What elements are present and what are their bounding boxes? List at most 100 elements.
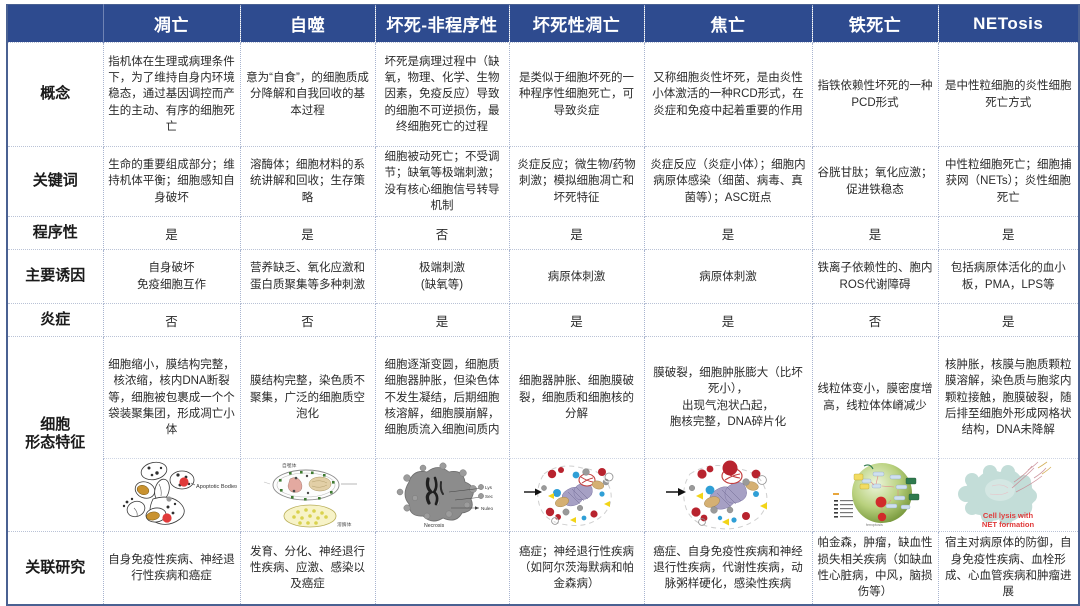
cell-morphology-necrosis: 细胞逐渐变圆，细胞质细胞器肿胀，但染色体不发生凝结，后期细胞核溶解，细胞膜崩解，…: [375, 336, 510, 460]
svg-text:Necrosis: Necrosis: [424, 523, 445, 529]
cell-inflammation-netosis: 是: [938, 303, 1079, 338]
cell-programmed-necrosis: 否: [375, 216, 510, 251]
cell-research-autophagy: 发育、分化、神经退行性疾病、应激、感染以及癌症: [240, 531, 376, 605]
cell-death-comparison-table: 凋亡 自噬 坏死-非程序性 坏死性凋亡 焦亡 铁死亡 NETosis 概念 指机…: [6, 4, 1080, 606]
cell-inducers-apoptosis: 自身破坏 免疫细胞互作: [103, 249, 241, 305]
cell-concept-apoptosis: 指机体在生理或病理条件下，为了维持自身内环境稳态，通过基因调控而产生的主动、有序…: [103, 42, 241, 147]
svg-text:溶酶体: 溶酶体: [337, 521, 352, 528]
cell-concept-autophagy: 意为“自食”，的细胞质成分降解和自我回收的基本过程: [240, 42, 376, 147]
svg-text:NET formation: NET formation: [982, 520, 1035, 529]
svg-text:Cell lysis with: Cell lysis with: [983, 511, 1034, 520]
cell-morphology-apoptosis: 细胞缩小，膜结构完整，核浓缩，核内DNA断裂等，细胞被包裹成一个个袋装聚集团，形…: [103, 336, 241, 460]
column-header-necrosis: 坏死-非程序性: [375, 4, 510, 43]
cell-research-apoptosis: 自身免疫性疾病、神经退行性疾病和癌症: [103, 531, 241, 605]
column-header-necroptosis: 坏死性凋亡: [509, 4, 645, 43]
cell-programmed-netosis: 是: [938, 216, 1079, 251]
cell-research-necroptosis: 癌症；神经退行性疾病（如阿尔茨海默病和帕金森病）: [509, 531, 645, 605]
table-row-morphology-figures: Apoptotic Bodies 自噬体: [7, 458, 1079, 533]
cell-concept-ferroptosis: 指铁依赖性坏死的一种PCD形式: [812, 42, 939, 147]
column-header-autophagy: 自噬: [240, 4, 376, 43]
autophagosome-diagram: 自噬体: [241, 460, 375, 531]
figure-cell-apoptosis: Apoptotic Bodies: [103, 458, 241, 533]
cell-keywords-necrosis: 细胞被动死亡；不受调节；缺氧等极端刺激；没有核心细胞信号转导机制: [375, 146, 510, 218]
cell-morphology-netosis: 核肿胀，核膜与胞质颗粒膜溶解，染色质与胞浆内颗粒接触，胞膜破裂，随后排至细胞外形…: [938, 336, 1079, 460]
cell-inflammation-necrosis: 是: [375, 303, 510, 338]
table-header: 凋亡 自噬 坏死-非程序性 坏死性凋亡 焦亡 铁死亡 NETosis: [7, 4, 1079, 43]
table-row-programmed: 程序性 是 是 否 是 是 是 是: [7, 216, 1079, 251]
cell-programmed-ferroptosis: 是: [812, 216, 939, 251]
svg-text:ferroptosis: ferroptosis: [866, 523, 883, 527]
cell-programmed-pyroptosis: 是: [644, 216, 813, 251]
cell-inducers-ferroptosis: 铁离子依赖性的、胞内ROS代谢障碍: [812, 249, 939, 305]
cell-inducers-necroptosis: 病原体刺激: [509, 249, 645, 305]
column-header-ferroptosis: 铁死亡: [812, 4, 939, 43]
row-label-related-research: 关联研究: [7, 531, 104, 605]
row-label-keywords: 关键词: [7, 146, 104, 218]
column-header-netosis: NETosis: [938, 4, 1079, 43]
figure-cell-pyroptosis: [644, 458, 813, 533]
ferroptosis-pathway-diagram: ferroptosis: [813, 460, 938, 531]
table-row-related-research: 关联研究 自身免疫性疾病、神经退行性疾病和癌症 发育、分化、神经退行性疾病、应激…: [7, 531, 1079, 605]
svg-text:Apoptotic Bodies: Apoptotic Bodies: [196, 484, 237, 490]
cell-programmed-necroptosis: 是: [509, 216, 645, 251]
cell-inflammation-apoptosis: 否: [103, 303, 241, 338]
cell-keywords-netosis: 中性粒细胞死亡；细胞捕获网（NETs）；炎性细胞死亡: [938, 146, 1079, 218]
cell-inflammation-autophagy: 否: [240, 303, 376, 338]
svg-text:Sec: Sec: [485, 494, 494, 499]
cell-inducers-pyroptosis: 病原体刺激: [644, 249, 813, 305]
table-row-keywords: 关键词 生命的重要组成部分；维持机体平衡；细胞感知自身破坏 溶酶体；细胞材料的系…: [7, 146, 1079, 218]
header-row: 凋亡 自噬 坏死-非程序性 坏死性凋亡 焦亡 铁死亡 NETosis: [7, 4, 1079, 43]
cell-concept-netosis: 是中性粒细胞的炎性细胞死亡方式: [938, 42, 1079, 147]
figure-cell-netosis: Cell lysis with NET formation: [938, 458, 1079, 533]
row-label-morphology: 细胞 形态特征: [7, 336, 104, 533]
table-row-main-inducers: 主要诱因 自身破坏 免疫细胞互作 营养缺乏、氧化应激和蛋白质聚集等多种刺激 极端刺…: [7, 249, 1079, 305]
cell-keywords-apoptosis: 生命的重要组成部分；维持机体平衡；细胞感知自身破坏: [103, 146, 241, 218]
cell-morphology-autophagy: 膜结构完整，染色质不聚集，广泛的细胞质空泡化: [240, 336, 376, 460]
netosis-diagram: Cell lysis with NET formation: [939, 460, 1079, 531]
cell-keywords-pyroptosis: 炎症反应（炎症小体）；细胞内病原体感染（细菌、病毒、真菌等）；ASC斑点: [644, 146, 813, 218]
cell-concept-necrosis: 坏死是病理过程中（缺氧，物理、化学、生物因素，免疫反应）导致的细胞不可逆损伤，最…: [375, 42, 510, 147]
cell-inducers-necrosis: 极端刺激 (缺氧等): [375, 249, 510, 305]
table-row-concept: 概念 指机体在生理或病理条件下，为了维持自身内环境稳态，通过基因调控而产生的主动…: [7, 42, 1079, 147]
table-row-inflammation: 炎症 否 否 是 是 是 否 是: [7, 303, 1079, 338]
column-header-pyroptosis: 焦亡: [644, 4, 813, 43]
column-header-apoptosis: 凋亡: [103, 4, 241, 43]
figure-cell-necroptosis: [509, 458, 645, 533]
figure-cell-necrosis: Lys Sec Nuleo Necrosis: [375, 458, 510, 533]
table-body: 概念 指机体在生理或病理条件下，为了维持自身内环境稳态，通过基因调控而产生的主动…: [7, 42, 1079, 605]
cell-programmed-autophagy: 是: [240, 216, 376, 251]
cell-morphology-ferroptosis: 线粒体变小，膜密度增高，线粒体体嵴减少: [812, 336, 939, 460]
svg-text:自噬体: 自噬体: [282, 462, 297, 469]
cell-inflammation-necroptosis: 是: [509, 303, 645, 338]
svg-text:Lys: Lys: [485, 485, 493, 490]
cell-inflammation-pyroptosis: 是: [644, 303, 813, 338]
cell-keywords-autophagy: 溶酶体；细胞材料的系统讲解和回收；生存策略: [240, 146, 376, 218]
necrosis-diagram: Lys Sec Nuleo Necrosis: [376, 460, 509, 531]
cell-research-necrosis: [375, 531, 510, 605]
row-label-concept: 概念: [7, 42, 104, 147]
cell-research-pyroptosis: 癌症、自身免疫性疾病和神经退行性疾病，代谢性疾病，动脉粥样硬化，感染性疾病: [644, 531, 813, 605]
cell-morphology-necroptosis: 细胞器肿胀、细胞膜破裂，细胞质和细胞核的分解: [509, 336, 645, 460]
cell-morphology-pyroptosis: 膜破裂，细胞肿胀膨大（比坏死小）， 出现气泡状凸起， 胞核完整，DNA碎片化: [644, 336, 813, 460]
header-corner: [7, 4, 104, 43]
apoptotic-bodies-diagram: Apoptotic Bodies: [104, 460, 240, 531]
figure-cell-ferroptosis: ferroptosis: [812, 458, 939, 533]
cell-inducers-autophagy: 营养缺乏、氧化应激和蛋白质聚集等多种刺激: [240, 249, 376, 305]
cell-research-ferroptosis: 帕金森，肿瘤，缺血性损失相关疾病（如缺血性心脏病，中风，脑损伤等）: [812, 531, 939, 605]
cell-keywords-necroptosis: 炎症反应；微生物/药物刺激；模拟细胞凋亡和坏死特征: [509, 146, 645, 218]
necroptosis-diagram: [510, 460, 644, 531]
cell-programmed-apoptosis: 是: [103, 216, 241, 251]
cell-research-netosis: 宿主对病原体的防御，自身免疫性疾病、血栓形成、心血管疾病和肿瘤进展: [945, 537, 1072, 599]
table-row-morphology: 细胞 形态特征 细胞缩小，膜结构完整，核浓缩，核内DNA断裂等，细胞被包裹成一个个…: [7, 336, 1079, 533]
pyroptosis-diagram: [645, 460, 812, 531]
cell-concept-necroptosis: 是类似于细胞坏死的一种程序性细胞死亡，可导致炎症: [509, 42, 645, 147]
cell-keywords-ferroptosis: 谷胱甘肽；氧化应激；促进铁稳态: [812, 146, 939, 218]
row-label-programmed: 程序性: [7, 216, 104, 251]
figure-cell-autophagy: 自噬体: [240, 458, 376, 533]
cell-concept-pyroptosis: 又称细胞炎性坏死，是由炎性小体激活的一种RCD形式，在炎症和免疫中起着重要的作用: [644, 42, 813, 147]
svg-text:Nuleo: Nuleo: [481, 506, 493, 511]
row-label-main-inducers: 主要诱因: [7, 249, 104, 305]
row-label-inflammation: 炎症: [7, 303, 104, 338]
cell-inducers-netosis: 包括病原体活化的血小板，PMA，LPS等: [938, 249, 1079, 305]
